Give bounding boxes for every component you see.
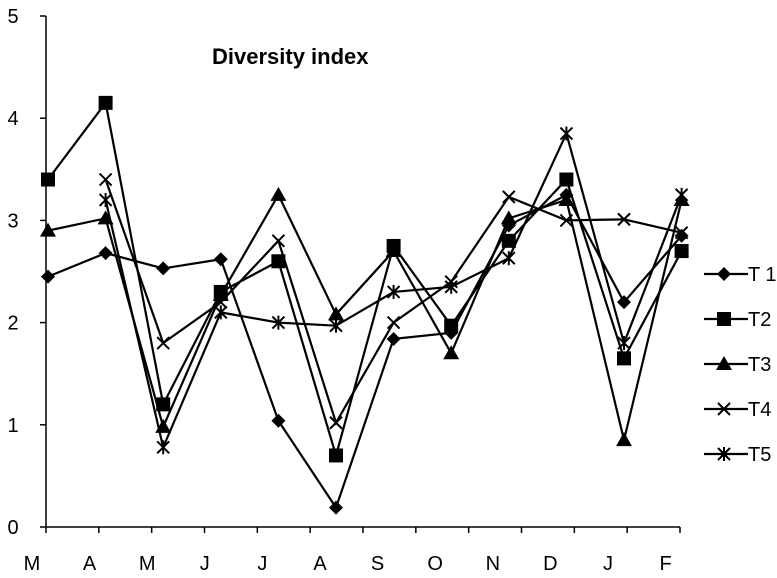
- x-tick-label: O: [427, 553, 443, 575]
- legend-marker: [717, 312, 731, 326]
- data-point: [444, 318, 459, 333]
- data-point: [40, 222, 56, 237]
- data-point: [41, 269, 55, 284]
- legend-label: T3: [748, 354, 771, 376]
- data-point: [156, 397, 171, 412]
- data-point: [617, 212, 631, 227]
- data-point: [329, 448, 343, 463]
- data-point: [329, 416, 343, 430]
- x-tick-label: D: [543, 553, 557, 575]
- data-point: [98, 172, 113, 187]
- series-line: [104, 179, 682, 426]
- data-point: [386, 284, 401, 299]
- series-line: [47, 100, 683, 460]
- data-point: [502, 190, 516, 204]
- series-layer: [40, 95, 690, 515]
- data-point: [674, 244, 689, 259]
- data-point: [270, 186, 287, 201]
- x-tick-label: A: [313, 553, 327, 575]
- y-tick-label: 3: [7, 210, 18, 232]
- legend-item: T 1: [704, 264, 777, 286]
- data-point: [271, 234, 286, 248]
- data-point: [214, 295, 228, 309]
- legend-marker: [717, 402, 731, 416]
- x-tick-label: M: [24, 553, 41, 575]
- data-point: [559, 213, 574, 228]
- data-point: [386, 315, 401, 330]
- data-point: [617, 295, 631, 310]
- x-tick-label: M: [139, 553, 156, 575]
- data-point: [271, 254, 286, 269]
- x-tick-label: F: [659, 553, 671, 575]
- legend-item: T4: [704, 399, 771, 421]
- data-point: [501, 233, 516, 248]
- data-point: [502, 251, 516, 266]
- data-point: [674, 187, 689, 202]
- data-point: [558, 191, 575, 206]
- data-point: [385, 243, 402, 258]
- legend-label: T 1: [748, 264, 777, 286]
- x-tick-label: J: [603, 553, 613, 575]
- data-point: [617, 336, 631, 351]
- series-5: [98, 126, 689, 455]
- legend-label: T5: [748, 444, 771, 466]
- legend-item: T5: [704, 444, 771, 466]
- legend-label: T4: [748, 399, 771, 421]
- legend-item: T2: [704, 309, 771, 331]
- chart-title: Diversity index: [212, 44, 369, 69]
- legend-item: T3: [704, 354, 771, 376]
- legend-label: T2: [748, 309, 771, 331]
- data-point: [98, 95, 113, 110]
- y-tick-label: 0: [7, 517, 18, 539]
- y-tick-label: 1: [7, 415, 18, 437]
- data-point: [443, 345, 460, 360]
- x-tick-label: J: [200, 553, 210, 575]
- x-tick-label: J: [257, 553, 267, 575]
- data-point: [156, 336, 170, 350]
- data-point: [329, 500, 343, 515]
- y-tick-label: 4: [7, 108, 18, 130]
- data-point: [98, 246, 113, 261]
- series-line: [47, 192, 683, 441]
- legend-marker: [716, 356, 732, 370]
- data-point: [271, 413, 286, 428]
- data-point: [500, 210, 517, 225]
- data-point: [386, 331, 401, 346]
- data-point: [559, 172, 574, 187]
- data-point: [213, 252, 228, 267]
- x-tick-label: A: [83, 553, 97, 575]
- data-point: [156, 440, 170, 455]
- data-point: [559, 126, 574, 141]
- series-2: [41, 95, 689, 463]
- data-point: [617, 351, 631, 366]
- x-tick-label: S: [371, 553, 384, 575]
- data-point: [674, 225, 689, 240]
- data-point: [41, 172, 55, 187]
- data-point: [329, 318, 343, 333]
- legend-marker: [717, 267, 731, 281]
- data-point: [98, 192, 113, 207]
- data-point: [214, 305, 228, 320]
- data-point: [271, 315, 286, 330]
- legend-marker: [717, 447, 731, 461]
- y-tick-label: 5: [7, 6, 18, 28]
- x-tick-label: N: [486, 553, 500, 575]
- y-tick-label: 2: [7, 313, 18, 335]
- series-3: [40, 186, 690, 447]
- legend: T 1 T2 T3 T4 T5: [704, 264, 777, 466]
- data-point: [328, 306, 344, 321]
- axes: 0 1 2 3 4 5 M A M J J A S O N D J F: [7, 6, 681, 575]
- data-point: [156, 261, 171, 276]
- data-point: [444, 279, 458, 294]
- data-point: [616, 432, 632, 447]
